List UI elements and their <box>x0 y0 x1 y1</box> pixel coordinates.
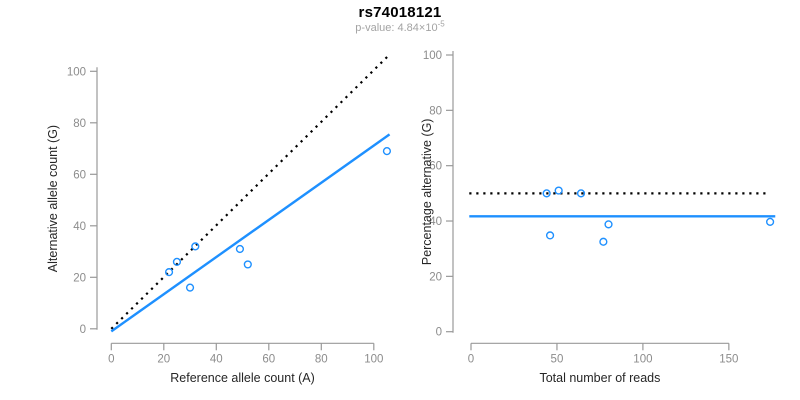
y-tick-label: 80 <box>429 105 442 117</box>
allele-count-scatter-plot: 0 20 40 60 80 100 0 20 40 60 80 100 Reference allele… <box>46 55 392 385</box>
data-point <box>554 186 563 195</box>
x-tick-label: 80 <box>315 353 328 365</box>
data-points <box>164 147 392 292</box>
x-axis-title: Reference allele count (A) <box>170 371 315 385</box>
data-point <box>545 231 555 240</box>
data-point <box>164 268 174 277</box>
axes: 0 20 40 60 80 100 0 50 100 150 <box>423 50 739 365</box>
y-tick-label: 40 <box>429 216 442 228</box>
y-tick-label: 0 <box>80 324 86 336</box>
y-tick-label: 0 <box>436 327 442 339</box>
x-tick-label: 40 <box>210 353 223 365</box>
y-tick-label: 40 <box>73 221 86 233</box>
x-tick-label: 0 <box>108 353 114 365</box>
y-tick-label: 80 <box>73 118 86 130</box>
data-point <box>766 217 775 226</box>
y-axis-title: Percentage alternative (G) <box>420 119 434 266</box>
data-point <box>542 189 551 198</box>
x-tick-label: 100 <box>364 353 383 365</box>
data-point <box>191 242 200 251</box>
x-tick-label: 20 <box>157 353 170 365</box>
data-point <box>382 147 392 156</box>
x-tick-label: 60 <box>262 353 275 365</box>
x-tick-label: 50 <box>551 353 564 365</box>
data-point <box>599 237 608 246</box>
x-tick-label: 0 <box>468 353 474 365</box>
y-tick-label: 20 <box>429 271 442 283</box>
y-tick-label: 60 <box>429 161 442 173</box>
y-tick-label: 100 <box>423 50 442 62</box>
data-point <box>172 257 182 266</box>
data-point <box>235 244 245 254</box>
x-tick-label: 150 <box>719 353 738 365</box>
data-point <box>604 220 613 229</box>
data-point <box>185 283 195 292</box>
y-tick-label: 100 <box>67 66 86 78</box>
y-tick-label: 20 <box>73 272 86 284</box>
y-axis-title: Alternative allele count (G) <box>46 125 60 272</box>
fit-line <box>110 133 391 333</box>
data-point <box>243 260 252 269</box>
y-tick-label: 60 <box>73 169 86 181</box>
identity-line <box>110 55 390 330</box>
axes: 0 20 40 60 80 100 0 20 40 60 80 100 <box>67 66 384 365</box>
x-tick-label: 100 <box>633 353 652 365</box>
data-points <box>542 186 775 246</box>
percentage-alternative-scatter-plot: 0 20 40 60 80 100 0 50 100 150 Total number of rea… <box>420 50 776 385</box>
x-axis-title: Total number of reads <box>539 371 660 385</box>
data-point <box>576 189 586 198</box>
